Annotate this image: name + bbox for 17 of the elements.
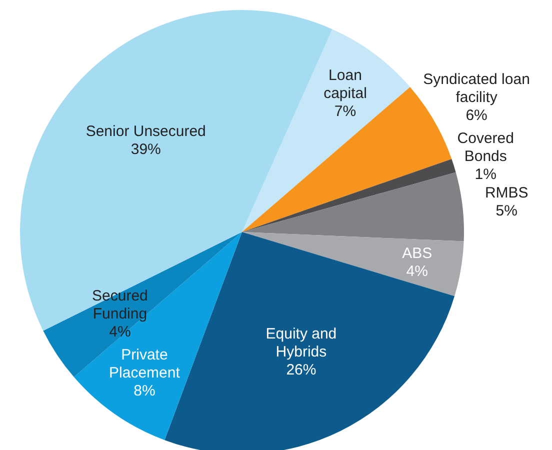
slice-label: Loan capital: [324, 67, 367, 102]
data-label: 7%: [334, 103, 356, 120]
data-label: 8%: [134, 382, 156, 400]
slice-label: Syndicated loan facility: [423, 70, 530, 106]
data-label: 6%: [466, 106, 488, 124]
data-label: 4%: [109, 323, 131, 340]
data-label: 5%: [496, 202, 518, 220]
slice-label: Senior Unsecured: [86, 123, 206, 140]
slice-label: Covered Bonds: [457, 130, 514, 165]
slice-label: Equity and Hybrids: [266, 326, 337, 361]
slice-label: Private Placement: [109, 346, 181, 382]
data-label: 39%: [130, 141, 161, 158]
data-label: 1%: [474, 166, 496, 183]
data-label: 26%: [286, 362, 316, 379]
slice-label: RMBS: [484, 184, 528, 202]
data-label: 4%: [406, 262, 428, 280]
slice-label: ABS: [402, 244, 432, 262]
